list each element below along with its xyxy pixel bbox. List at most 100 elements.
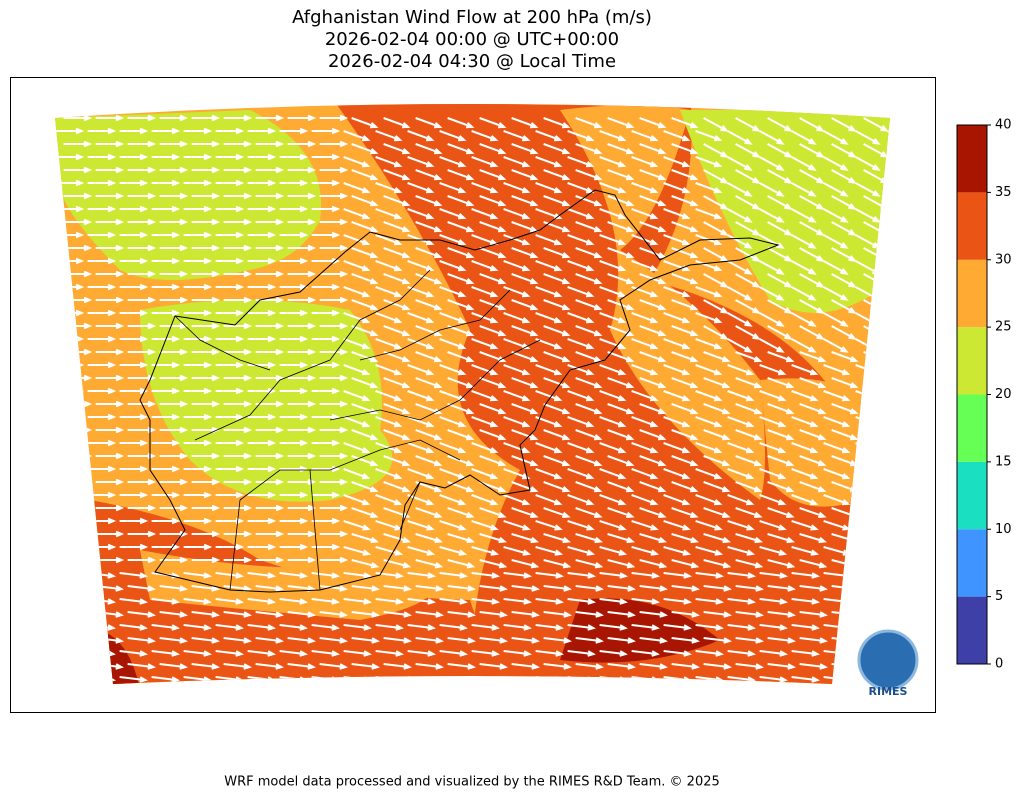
wind-arrow (535, 546, 564, 556)
wind-arrow (631, 442, 659, 454)
wind-arrow (255, 426, 285, 434)
wind-arrow (471, 130, 499, 142)
wind-arrow (247, 127, 277, 135)
wind-arrow (383, 117, 411, 129)
wind-arrow (599, 286, 627, 298)
wind-arrow (535, 598, 564, 605)
wind-arrow (479, 299, 507, 311)
wind-arrow (663, 520, 691, 531)
wind-arrow (799, 507, 827, 518)
wind-arrow (639, 481, 667, 493)
wind-arrow (671, 533, 699, 544)
wind-arrow (151, 179, 181, 187)
wind-arrow (607, 117, 635, 129)
wind-arrow (415, 533, 443, 544)
wind-arrow (823, 442, 851, 454)
wind-arrow (215, 231, 245, 239)
wind-arrow (383, 663, 412, 670)
wind-arrow (799, 247, 825, 262)
wind-arrow (279, 650, 308, 657)
wind-arrow (407, 442, 435, 454)
wind-arrow (735, 663, 764, 670)
wind-arrow (503, 390, 531, 402)
wind-arrow (415, 299, 443, 311)
wind-arrow (535, 312, 563, 324)
wind-arrow (415, 325, 443, 337)
wind-arrow (255, 663, 284, 670)
wind-arrow (855, 546, 884, 556)
wind-arrow (543, 273, 571, 285)
colorbar-segment (957, 529, 987, 597)
wind-arrow (831, 663, 860, 670)
wind-arrow (631, 624, 660, 631)
wind-arrow (791, 312, 817, 327)
wind-arrow (247, 335, 277, 343)
wind-arrow (823, 468, 851, 480)
wind-arrow (183, 387, 213, 395)
wind-arrow (896, 482, 920, 491)
wind-arrow (479, 429, 507, 441)
wind-arrow (607, 507, 635, 518)
wind-arrow (63, 114, 93, 122)
wind-arrow (831, 403, 859, 415)
wind-arrow (823, 390, 851, 402)
wind-arrow (215, 491, 245, 499)
wind-arrow (631, 676, 660, 683)
wind-arrow (671, 351, 699, 363)
wind-arrow (255, 192, 285, 200)
wind-arrow (223, 426, 253, 434)
wind-arrow (287, 218, 317, 226)
wind-arrow (183, 491, 213, 499)
wind-arrow (415, 273, 443, 285)
wind-arrow (127, 192, 157, 200)
wind-arrow (791, 364, 819, 376)
wind-arrow (599, 260, 627, 272)
wind-arrow (319, 140, 349, 148)
wind-arrow (479, 221, 507, 233)
wind-arrow (759, 364, 787, 376)
wind-arrow (119, 624, 148, 631)
wind-arrow (55, 335, 85, 343)
wind-arrow (791, 624, 820, 631)
wind-arrow (799, 637, 828, 644)
wind-arrow (823, 208, 849, 223)
wind-arrow (607, 377, 635, 389)
wind-arrow (383, 585, 412, 592)
wind-arrow (511, 611, 540, 618)
wind-arrow (567, 260, 595, 272)
wind-arrow (759, 442, 787, 454)
wind-arrow (279, 517, 309, 525)
colorbar-tick-label: 5 (995, 589, 1003, 604)
wind-arrow (887, 234, 890, 249)
wind-arrow (887, 468, 890, 480)
colorbar-segment (957, 125, 987, 193)
wind-arrow (407, 390, 435, 402)
wind-arrow (223, 663, 252, 670)
wind-arrow (63, 400, 93, 408)
wind-arrow (255, 270, 285, 278)
wind-arrow (151, 650, 180, 657)
wind-arrow (159, 400, 189, 408)
wind-arrow (351, 637, 380, 644)
wind-arrow (447, 585, 476, 592)
wind-arrow (511, 481, 539, 493)
wind-arrow (471, 442, 499, 454)
wind-arrow (543, 507, 571, 518)
wind-arrow (479, 611, 508, 618)
wind-arrow (759, 156, 785, 171)
wind-arrow (375, 312, 403, 324)
wind-arrow (279, 127, 309, 135)
wind-arrow (351, 351, 379, 363)
wind-arrow (159, 244, 189, 252)
wind-arrow (599, 364, 627, 376)
wind-arrow (695, 676, 724, 683)
wind-arrow (887, 494, 890, 506)
wind-arrow (631, 416, 659, 428)
wind-arrow (447, 481, 475, 493)
wind-arrow (439, 130, 467, 142)
wind-arrow (151, 465, 181, 473)
wind-arrow (703, 273, 729, 288)
wind-arrow (255, 166, 285, 174)
wind-arrow (831, 117, 857, 132)
wind-arrow (567, 130, 595, 142)
